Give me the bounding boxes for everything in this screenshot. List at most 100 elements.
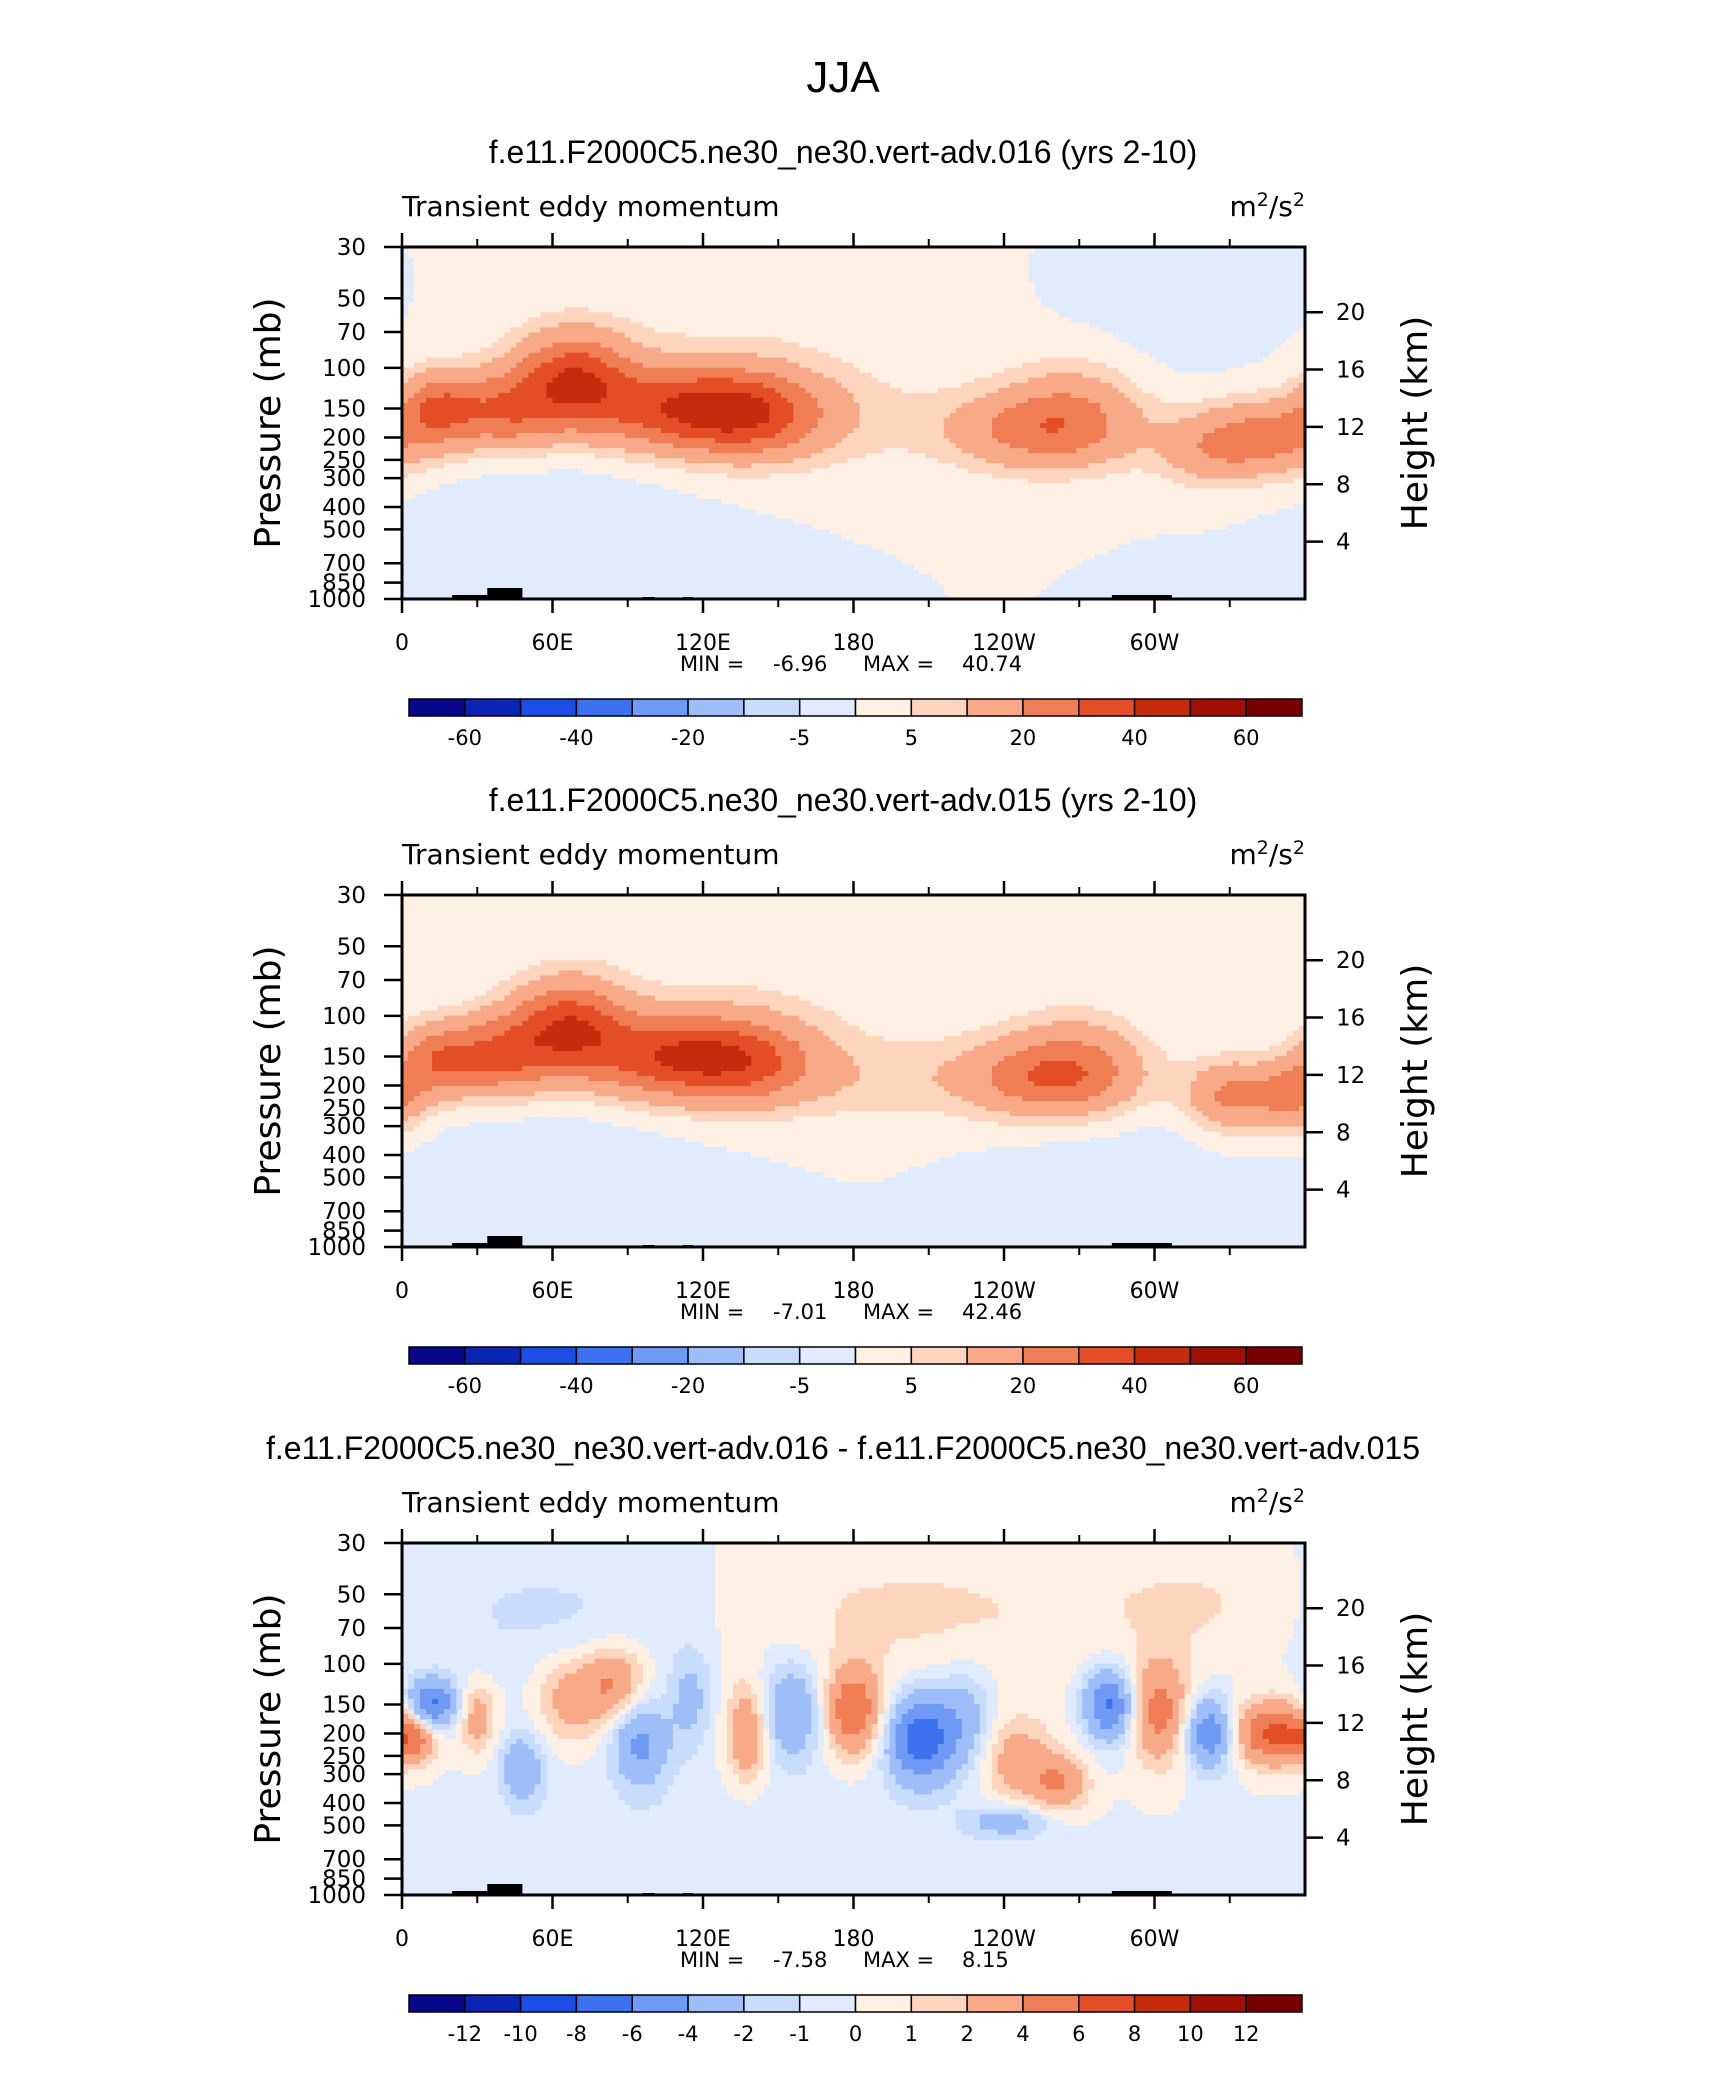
contour-cell bbox=[799, 1040, 837, 1047]
contour-cell bbox=[1196, 1708, 1222, 1715]
contour-cell bbox=[829, 1724, 843, 1730]
contour-cell bbox=[721, 1633, 837, 1640]
contour-cell bbox=[408, 1030, 445, 1037]
contour-cell bbox=[402, 1045, 415, 1052]
contour-cell bbox=[540, 347, 614, 354]
contour-cell bbox=[582, 1663, 632, 1670]
contour-cell bbox=[1022, 362, 1107, 369]
contour-cell bbox=[630, 1025, 770, 1032]
contour-cell bbox=[1112, 1081, 1144, 1087]
contour-cell bbox=[420, 1111, 439, 1117]
contour-cell bbox=[540, 960, 608, 966]
contour-cell bbox=[775, 1724, 812, 1730]
contour-cell bbox=[1208, 407, 1294, 414]
contour-cell bbox=[1028, 1071, 1089, 1077]
y-tick-label: 400 bbox=[322, 1143, 366, 1169]
contour-cell bbox=[1298, 1698, 1305, 1705]
contour-cell bbox=[1106, 417, 1150, 424]
contour-cell bbox=[1190, 1759, 1198, 1765]
contour-cell bbox=[1232, 1744, 1240, 1750]
colorbar-box bbox=[966, 1994, 1024, 2013]
contour-cell bbox=[997, 1693, 1065, 1700]
contour-cell bbox=[516, 362, 542, 369]
contour-cell bbox=[618, 1708, 626, 1715]
contour-cell bbox=[883, 1739, 891, 1745]
contour-cell bbox=[1028, 1804, 1041, 1811]
contour-cell bbox=[414, 1724, 421, 1730]
colorbar-box bbox=[966, 1346, 1024, 1365]
contour-cell bbox=[402, 925, 1305, 931]
contour-cell bbox=[1100, 1683, 1119, 1690]
contour-cell bbox=[1226, 458, 1246, 464]
contour-cell bbox=[931, 1789, 957, 1796]
contour-cell bbox=[1196, 1106, 1270, 1112]
contour-cell bbox=[516, 970, 560, 977]
contour-cell bbox=[811, 1719, 818, 1725]
contour-cell bbox=[1214, 1613, 1300, 1620]
contour-cell bbox=[624, 985, 758, 992]
y-right-axis-label: Height (km) bbox=[1395, 316, 1436, 530]
contour-cell bbox=[961, 1030, 1011, 1037]
contour-cell bbox=[432, 1050, 656, 1057]
contour-cell bbox=[1100, 402, 1138, 409]
contour-cell bbox=[648, 1744, 674, 1750]
contour-cell bbox=[534, 1040, 602, 1047]
contour-cell bbox=[1004, 1744, 1047, 1750]
contour-cell bbox=[769, 1005, 824, 1012]
contour-cell bbox=[444, 1045, 554, 1052]
contour-cell bbox=[420, 458, 469, 464]
contour-cell bbox=[498, 1749, 511, 1755]
contour-cell bbox=[1088, 1719, 1101, 1725]
contour-cell bbox=[402, 1106, 427, 1112]
contour-cell bbox=[1268, 1688, 1276, 1695]
contour-cell bbox=[402, 322, 523, 329]
colorbar-box bbox=[1189, 1994, 1247, 2013]
contour-cell bbox=[991, 1774, 1005, 1780]
contour-cell bbox=[883, 1653, 1089, 1660]
contour-cell bbox=[534, 1754, 548, 1760]
contour-cell bbox=[979, 1779, 993, 1785]
contour-cell bbox=[769, 1156, 939, 1163]
contour-cell bbox=[612, 347, 662, 354]
contour-cell bbox=[775, 1668, 806, 1675]
colorbar-label: -20 bbox=[671, 726, 705, 750]
contour-cell bbox=[805, 387, 849, 394]
contour-cell bbox=[1076, 1764, 1089, 1770]
contour-cell bbox=[1232, 1060, 1240, 1067]
contour-cell bbox=[426, 397, 481, 404]
contour-cell bbox=[829, 1683, 843, 1690]
contour-cell bbox=[498, 1598, 584, 1604]
contour-cell bbox=[402, 1091, 421, 1097]
contour-cell bbox=[967, 1754, 975, 1760]
colorbar-label: -2 bbox=[733, 2022, 754, 2046]
contour-cell bbox=[841, 1719, 867, 1725]
contour-cell bbox=[889, 382, 963, 389]
contour-cell bbox=[901, 1784, 945, 1790]
contour-cell bbox=[528, 980, 614, 987]
contour-cell bbox=[1130, 1678, 1138, 1685]
y-tick-label: 300 bbox=[322, 1114, 366, 1140]
contour-cell bbox=[402, 985, 493, 992]
contour-cell bbox=[1184, 1744, 1192, 1750]
contour-cell bbox=[1196, 1141, 1305, 1148]
contour-cell bbox=[1124, 453, 1162, 459]
contour-cell bbox=[660, 428, 722, 434]
contour-cell bbox=[1082, 1703, 1095, 1710]
contour-cell bbox=[540, 1703, 554, 1710]
contour-cell bbox=[618, 1764, 662, 1770]
contour-cell bbox=[901, 1683, 981, 1690]
contour-cell bbox=[979, 1759, 993, 1765]
contour-cell bbox=[450, 423, 644, 429]
contour-cell bbox=[414, 1683, 451, 1690]
contour-cell bbox=[859, 412, 951, 419]
contour-cell bbox=[672, 1713, 698, 1720]
contour-cell bbox=[871, 1739, 879, 1745]
contour-cell bbox=[997, 1035, 1125, 1042]
y-tick-label: 500 bbox=[322, 1813, 366, 1839]
contour-cell bbox=[636, 1713, 662, 1720]
contour-cell bbox=[420, 1693, 451, 1700]
contour-cell bbox=[402, 488, 427, 494]
contour-cell bbox=[1148, 1663, 1174, 1670]
contour-cell bbox=[432, 1086, 644, 1092]
contour-cell bbox=[456, 1729, 463, 1735]
